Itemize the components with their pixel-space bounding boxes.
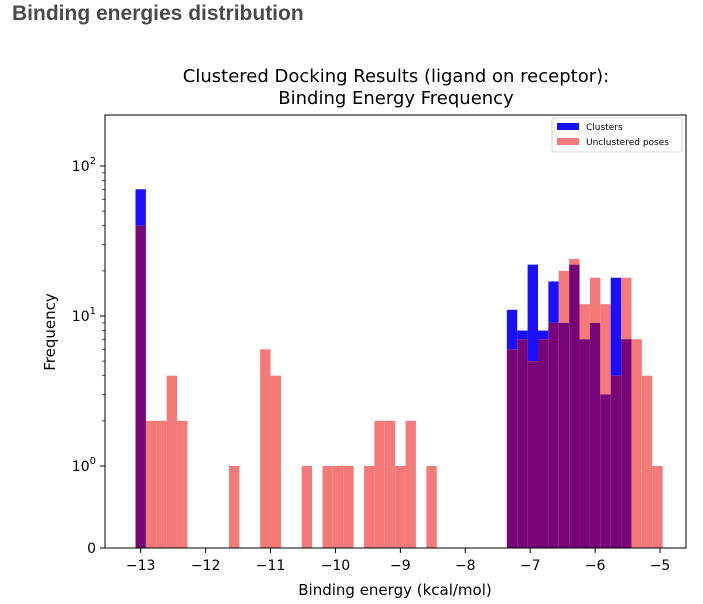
x-tick-label: −10 [321, 558, 351, 574]
unclustered-bar [621, 277, 632, 340]
y-tick-label: 102 [72, 156, 96, 175]
unclustered-bar [301, 466, 313, 548]
unclustered-bar [364, 466, 375, 548]
cluster-bar [506, 309, 518, 350]
overlap-bar [610, 375, 622, 548]
unclustered-bar [384, 420, 396, 548]
overlap-bar [589, 322, 601, 548]
overlap-bar [537, 339, 549, 548]
overlap-bar [506, 349, 518, 548]
unclustered-bar [145, 420, 157, 548]
legend-label-clusters: Clusters [586, 123, 623, 133]
unclustered-bar [332, 466, 344, 548]
legend-label-unclustered: Unclustered poses [586, 138, 669, 148]
cluster-bar [610, 277, 622, 376]
y-axis-label: Frequency [41, 293, 59, 371]
overlap-bar [621, 339, 632, 548]
unclustered-bar [426, 466, 437, 548]
plot-frame [104, 114, 687, 549]
unclustered-bar [600, 304, 611, 395]
y-axis-ticks: 0 100 101 102 [72, 156, 105, 557]
chart-title-line1: Clustered Docking Results (ligand on rec… [183, 66, 609, 87]
y-tick-label: 0 [87, 541, 96, 557]
overlap-bar [548, 322, 559, 548]
unclustered-bar [631, 339, 642, 548]
x-tick-label: −8 [455, 558, 476, 574]
page-heading: Binding energies distribution [12, 2, 304, 25]
unclustered-bar [641, 375, 653, 548]
unclustered-bar [579, 304, 590, 340]
chart-title-line2: Binding Energy Frequency [278, 88, 514, 109]
unclustered-bar [569, 258, 580, 265]
unclustered-bar [558, 270, 570, 323]
cluster-bar [548, 281, 559, 323]
legend-swatch-clusters [557, 123, 579, 130]
x-tick-label: −13 [126, 558, 156, 574]
y-tick-label: 101 [72, 306, 96, 325]
chart-legend: Clusters Unclustered poses [551, 117, 683, 153]
unclustered-bar [374, 420, 385, 548]
x-axis-label: Binding energy (kcal/mol) [298, 581, 492, 599]
overlap-bar [135, 225, 146, 549]
unclustered-bar [589, 277, 601, 323]
histogram-bars [135, 189, 663, 549]
unclustered-bar [260, 349, 271, 548]
overlap-bar [517, 339, 528, 548]
overlap-bar [579, 339, 590, 548]
unclustered-bar [405, 420, 416, 548]
unclustered-bar [395, 466, 406, 548]
x-axis-ticks: −13 −12 −11 −10 −9 −8 −7 −6 −5 [126, 548, 670, 574]
x-tick-label: −9 [390, 558, 411, 574]
unclustered-bar [166, 375, 178, 548]
legend-swatch-unclustered [557, 138, 579, 145]
unclustered-bar [228, 466, 240, 548]
unclustered-bar [270, 375, 281, 548]
overlap-bar [527, 361, 538, 548]
x-tick-label: −6 [585, 558, 606, 574]
cluster-bar [527, 264, 538, 362]
x-tick-label: −11 [256, 558, 286, 574]
overlap-bar [600, 394, 611, 548]
cluster-bar [135, 189, 146, 226]
unclustered-bar [343, 466, 354, 548]
y-tick-label: 100 [72, 456, 96, 475]
unclustered-bar [177, 420, 188, 548]
x-tick-label: −7 [520, 558, 541, 574]
x-tick-label: −5 [650, 558, 671, 574]
unclustered-bar [322, 466, 333, 548]
overlap-bar [558, 322, 570, 548]
cluster-bar [537, 330, 549, 340]
cluster-bar [517, 330, 528, 340]
x-tick-label: −12 [191, 558, 221, 574]
unclustered-bar [652, 466, 663, 548]
legend-box [551, 117, 683, 153]
unclustered-bar [156, 420, 167, 548]
overlap-bar [569, 264, 580, 548]
